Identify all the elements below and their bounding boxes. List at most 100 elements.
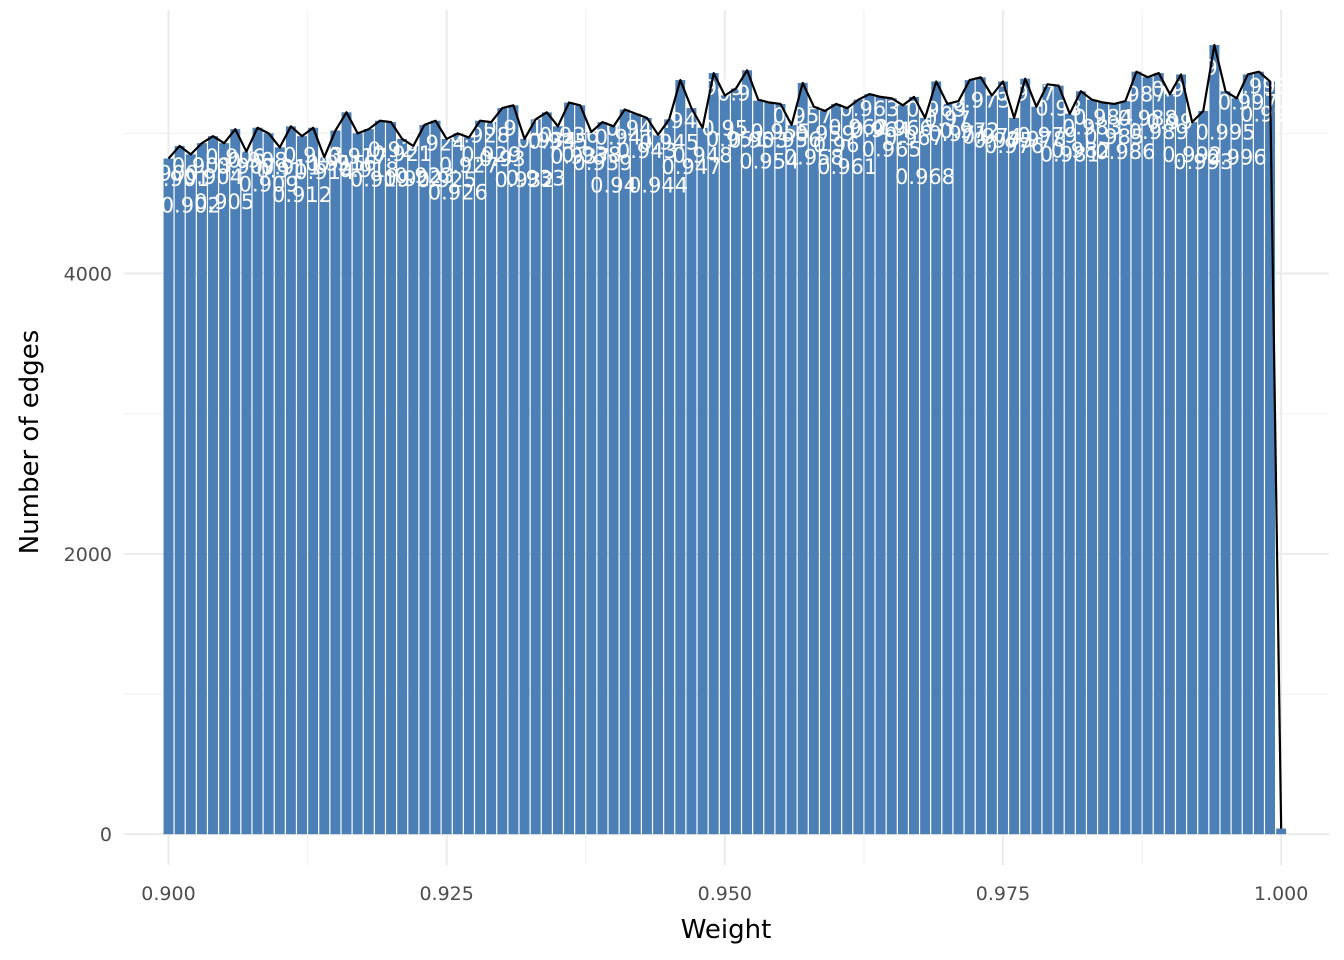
x-tick-label: 0.975	[976, 883, 1030, 905]
bar-data-label: 0.935	[528, 129, 588, 153]
histogram-bar	[1020, 78, 1031, 835]
y-tick-label: 4000	[64, 264, 112, 286]
bar-data-label: 0.991	[1151, 77, 1211, 101]
bar-data-label: 0.964	[851, 118, 911, 142]
histogram-bar	[608, 126, 619, 835]
histogram-bar	[1276, 828, 1287, 835]
histogram-bar	[875, 96, 886, 835]
bar-data-label: 0.918	[339, 158, 399, 182]
bar-data-label: 0.959	[795, 122, 855, 146]
histogram-bar	[541, 112, 552, 835]
histogram-bar	[230, 129, 241, 835]
histogram-bar	[820, 110, 830, 835]
histogram-bar	[274, 147, 285, 835]
bar-data-label: 0.975	[973, 128, 1033, 152]
histogram-bar	[975, 77, 986, 835]
histogram-bar	[575, 105, 586, 835]
histogram-bar	[719, 95, 730, 835]
bar-data-label: 0.966	[873, 116, 933, 140]
histogram-bar	[564, 102, 575, 835]
histogram-bar	[1042, 84, 1053, 835]
histogram-bar	[208, 136, 218, 835]
histogram-bar	[1142, 77, 1153, 835]
x-tick-label: 1.000	[1254, 883, 1308, 905]
bar-data-label: 0.923	[394, 164, 454, 188]
x-tick-label: 0.900	[141, 883, 195, 905]
bar-data-label: 0.963	[839, 97, 899, 121]
bar-data-label: 0.915	[305, 152, 365, 176]
bar-data-label: 0.949	[684, 76, 744, 100]
histogram-bar	[219, 143, 230, 835]
histogram-bar	[920, 117, 931, 835]
frequency-polyline	[167, 43, 1283, 829]
histogram-bar	[597, 122, 608, 835]
histogram-bar	[196, 143, 207, 835]
histogram-bar	[708, 73, 719, 835]
histogram-bar	[909, 96, 919, 835]
histogram-bar	[174, 145, 185, 835]
histogram-bar	[1176, 74, 1186, 835]
bar-data-label: 0.948	[673, 144, 733, 168]
histogram-bar	[786, 124, 797, 835]
bar-data-label: 0.979	[1017, 123, 1077, 147]
bar-data-label: 0.919	[350, 168, 410, 192]
bar-data-label: 0.908	[227, 149, 287, 173]
frequency-line	[167, 43, 1283, 829]
histogram-bar	[753, 99, 764, 835]
histogram-bar	[463, 137, 474, 835]
histogram-bar	[1087, 99, 1097, 835]
histogram-bar	[864, 94, 875, 835]
bar-data-label: 0.943	[617, 139, 677, 163]
bar-data-label: 0.96	[813, 133, 860, 157]
y-tick-label: 2000	[64, 544, 112, 566]
bar-data-label: 0.993	[1173, 150, 1233, 174]
histogram-bar	[552, 126, 563, 835]
histogram-bar	[1265, 81, 1275, 835]
histogram-bar	[263, 133, 274, 835]
histogram-bar	[241, 151, 252, 835]
bar-data-label: 0.98	[1035, 97, 1082, 121]
histogram-bar	[953, 101, 964, 835]
histogram-bar	[319, 157, 330, 835]
bar-data-label: 0.961	[817, 155, 877, 179]
histogram-bar	[775, 103, 786, 835]
histogram-bar	[942, 103, 953, 835]
bar-data-label: 0.928	[450, 124, 510, 148]
bar-data-label: 0.97	[924, 107, 971, 131]
y-tick-label: 0	[100, 824, 112, 846]
histogram-bar	[1031, 106, 1042, 835]
bar-data-label: 0.902	[161, 193, 221, 217]
histogram-bar	[308, 127, 319, 835]
histogram-bar	[419, 124, 430, 835]
bar-data-label: 0.99	[1147, 110, 1194, 134]
bar-data-label: 0.985	[1084, 125, 1144, 149]
histogram-bar	[185, 154, 196, 835]
histogram-bar	[1253, 71, 1264, 835]
bar-data-label: 0.974	[962, 125, 1022, 149]
bar-data-label: 0.941	[595, 126, 655, 150]
bar-data-label: 0.95	[701, 117, 748, 141]
bar-data-label: 0.912	[272, 183, 332, 207]
bar-data-label: 0.929	[461, 143, 521, 167]
histogram-bar	[619, 109, 630, 835]
bar-data-label: 0.934	[517, 128, 577, 152]
histogram-bar	[519, 138, 530, 835]
bar-data-label: 0.976	[984, 134, 1044, 158]
histogram-bar	[441, 138, 452, 835]
y-axis-ticks: 0 2000 4000	[64, 264, 112, 847]
bar-data-label: 0.925	[417, 168, 477, 192]
histogram-bar	[986, 95, 997, 835]
histogram-bar	[664, 119, 675, 835]
histogram-bar	[341, 112, 352, 835]
histogram-bar	[1109, 103, 1120, 835]
bar-data-label: 0.914	[294, 160, 354, 184]
bar-data-label: 0.962	[828, 116, 888, 140]
bar-data-label: 0.926	[428, 180, 488, 204]
histogram-bar	[452, 133, 463, 835]
histogram-bar	[1198, 110, 1209, 835]
histogram-bar	[475, 120, 486, 835]
bar-data-label: 0.983	[1062, 116, 1122, 140]
bar-data-label: 0.965	[862, 137, 922, 161]
histogram-bar	[1209, 45, 1220, 835]
bar-data-label: 0.932	[494, 168, 554, 192]
